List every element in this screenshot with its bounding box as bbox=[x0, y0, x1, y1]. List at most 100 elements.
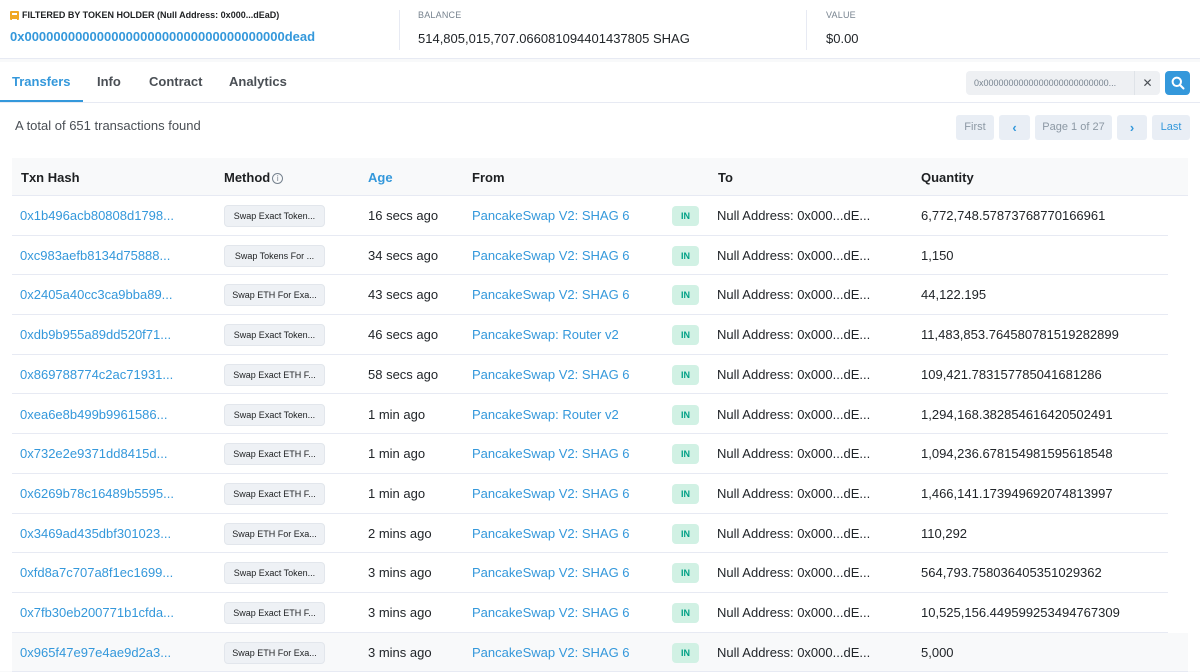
quantity-value: 109,421.783157785041681286 bbox=[921, 366, 1102, 382]
from-address-link[interactable]: PancakeSwap V2: SHAG 6 bbox=[472, 525, 630, 541]
txn-hash-link[interactable]: 0x3469ad435dbf301023... bbox=[20, 525, 172, 541]
column-header-age[interactable]: Age bbox=[368, 170, 393, 185]
quantity-value: 110,292 bbox=[921, 525, 968, 541]
direction-badge: IN bbox=[672, 642, 699, 663]
to-address[interactable]: Null Address: 0x000...dE... bbox=[717, 327, 871, 343]
to-address[interactable]: Null Address: 0x000...dE... bbox=[717, 406, 871, 422]
from-address-link[interactable]: PancakeSwap V2: SHAG 6 bbox=[472, 485, 630, 501]
direction-badge: IN bbox=[672, 206, 699, 226]
method-badge[interactable]: Swap Tokens For ... bbox=[224, 244, 325, 267]
txn-hash-link[interactable]: 0xdb9b955a89dd520f71... bbox=[20, 327, 172, 343]
from-address-link[interactable]: PancakeSwap: Router v2 bbox=[472, 327, 619, 343]
info-icon[interactable]: i bbox=[272, 173, 284, 184]
tab-transfers[interactable]: Transfers bbox=[12, 74, 71, 89]
age-value: 46 secs ago bbox=[368, 327, 439, 343]
quantity-value: 44,122.195 bbox=[921, 287, 987, 303]
from-address-link[interactable]: PancakeSwap: Router v2 bbox=[472, 406, 619, 422]
close-icon[interactable]: ✕ bbox=[1134, 71, 1160, 95]
address-filter: ✕ bbox=[966, 71, 1160, 95]
to-address[interactable]: Null Address: 0x000...dE... bbox=[717, 287, 871, 303]
search-icon bbox=[1171, 76, 1185, 90]
to-address[interactable]: Null Address: 0x000...dE... bbox=[717, 565, 871, 581]
from-address-link[interactable]: PancakeSwap V2: SHAG 6 bbox=[472, 287, 630, 303]
pagination-first[interactable]: First bbox=[956, 115, 994, 140]
method-badge[interactable]: Swap Exact ETH F... bbox=[224, 363, 325, 386]
method-badge[interactable]: Swap Exact Token... bbox=[224, 562, 325, 585]
tab-contract[interactable]: Contract bbox=[149, 74, 203, 89]
table-header: Txn Hash Method i Age From To Quantity bbox=[12, 158, 1188, 196]
table-row: 0x1b496acb80808d1798... Swap Exact Token.… bbox=[12, 196, 1168, 236]
txn-hash-link[interactable]: 0x1b496acb80808d1798... bbox=[20, 208, 174, 223]
age-value: 1 min ago bbox=[368, 446, 426, 462]
table-row: 0x2405a40cc3ca9bba89... Swap ETH For Exa.… bbox=[12, 275, 1168, 316]
to-address[interactable]: Null Address: 0x000...dE... bbox=[717, 525, 871, 541]
to-address[interactable]: Null Address: 0x000...dE... bbox=[717, 446, 871, 462]
address-search-input[interactable] bbox=[966, 71, 1134, 95]
direction-badge: IN bbox=[672, 364, 699, 385]
filter-column: FILTERED BY TOKEN HOLDER (Null Address: … bbox=[10, 10, 315, 44]
method-badge[interactable]: Swap Exact ETH F... bbox=[224, 443, 325, 466]
from-address-link[interactable]: PancakeSwap V2: SHAG 6 bbox=[472, 565, 630, 581]
direction-badge: IN bbox=[672, 523, 699, 544]
pagination-page-indicator: Page 1 of 27 bbox=[1035, 115, 1112, 140]
to-address[interactable]: Null Address: 0x000...dE... bbox=[717, 208, 871, 223]
quantity-value: 564,793.758036405351029362 bbox=[921, 565, 1102, 581]
search-button[interactable] bbox=[1165, 71, 1190, 95]
table-row: 0x6269b78c16489b5595... Swap Exact ETH F.… bbox=[12, 474, 1168, 514]
quantity-value: 1,466,141.173949692074813997 bbox=[921, 485, 1113, 501]
txn-hash-link[interactable]: 0x732e2e9371dd8415d... bbox=[20, 446, 168, 462]
to-address[interactable]: Null Address: 0x000...dE... bbox=[717, 366, 871, 382]
from-address-link[interactable]: PancakeSwap V2: SHAG 6 bbox=[472, 446, 630, 462]
from-address-link[interactable]: PancakeSwap V2: SHAG 6 bbox=[472, 247, 630, 263]
column-header-method-label: Method bbox=[224, 170, 271, 185]
txn-hash-link[interactable]: 0x869788774c2ac71931... bbox=[20, 366, 174, 382]
txn-hash-link[interactable]: 0x6269b78c16489b5595... bbox=[20, 485, 174, 501]
age-value: 16 secs ago bbox=[368, 208, 439, 223]
method-badge[interactable]: Swap ETH For Exa... bbox=[224, 284, 325, 307]
tab-bar: Transfers Info Contract Analytics ✕ bbox=[0, 62, 1200, 103]
value-amount: $0.00 bbox=[826, 31, 859, 46]
method-badge[interactable]: Swap ETH For Exa... bbox=[224, 522, 325, 545]
age-value: 3 mins ago bbox=[368, 605, 432, 620]
txn-hash-link[interactable]: 0xfd8a7c707a8f1ec1699... bbox=[20, 565, 174, 581]
from-address-link[interactable]: PancakeSwap V2: SHAG 6 bbox=[472, 644, 630, 660]
to-address[interactable]: Null Address: 0x000...dE... bbox=[717, 644, 871, 660]
method-badge[interactable]: Swap Exact ETH F... bbox=[224, 482, 325, 505]
to-address[interactable]: Null Address: 0x000...dE... bbox=[717, 485, 871, 501]
txn-hash-link[interactable]: 0xc983aefb8134d75888... bbox=[20, 247, 171, 263]
to-address[interactable]: Null Address: 0x000...dE... bbox=[717, 605, 871, 620]
table-row: 0xfd8a7c707a8f1ec1699... Swap Exact Token… bbox=[12, 553, 1168, 593]
age-value: 1 min ago bbox=[368, 406, 426, 422]
txn-hash-link[interactable]: 0x7fb30eb200771b1cfda... bbox=[20, 605, 174, 620]
age-value: 58 secs ago bbox=[368, 366, 439, 382]
pagination-last[interactable]: Last bbox=[1152, 115, 1190, 140]
from-address-link[interactable]: PancakeSwap V2: SHAG 6 bbox=[472, 366, 630, 382]
from-address-link[interactable]: PancakeSwap V2: SHAG 6 bbox=[472, 208, 630, 223]
txn-hash-link[interactable]: 0x2405a40cc3ca9bba89... bbox=[20, 287, 173, 303]
pagination-next[interactable]: › bbox=[1117, 115, 1147, 140]
txn-hash-link[interactable]: 0xea6e8b499b9961586... bbox=[20, 406, 168, 422]
method-badge[interactable]: Swap ETH For Exa... bbox=[224, 641, 325, 664]
from-address-link[interactable]: PancakeSwap V2: SHAG 6 bbox=[472, 605, 630, 620]
to-address[interactable]: Null Address: 0x000...dE... bbox=[717, 247, 871, 263]
method-badge[interactable]: Swap Exact Token... bbox=[224, 324, 325, 347]
txn-hash-link[interactable]: 0x965f47e97e4ae9d2a3... bbox=[20, 644, 172, 660]
method-badge[interactable]: Swap Exact Token... bbox=[224, 205, 325, 227]
method-badge[interactable]: Swap Exact ETH F... bbox=[224, 602, 325, 624]
table-row: 0x965f47e97e4ae9d2a3... Swap ETH For Exa.… bbox=[12, 632, 1188, 672]
age-value: 43 secs ago bbox=[368, 287, 439, 303]
pagination-prev[interactable]: ‹ bbox=[999, 115, 1030, 140]
method-badge[interactable]: Swap Exact Token... bbox=[224, 403, 325, 426]
direction-badge: IN bbox=[672, 444, 699, 465]
tab-info[interactable]: Info bbox=[97, 74, 121, 89]
table-row: 0x869788774c2ac71931... Swap Exact ETH F.… bbox=[12, 355, 1168, 395]
direction-badge: IN bbox=[672, 603, 699, 623]
value-column: VALUE $0.00 bbox=[826, 10, 859, 46]
tab-analytics[interactable]: Analytics bbox=[229, 74, 287, 89]
column-header-from: From bbox=[472, 170, 505, 185]
holder-address-link[interactable]: 0x000000000000000000000000000000000000de… bbox=[10, 29, 316, 44]
age-value: 3 mins ago bbox=[368, 644, 432, 660]
transfers-card: Transfers Info Contract Analytics ✕ A to… bbox=[0, 62, 1200, 672]
filter-label: FILTERED BY TOKEN HOLDER (Null Address: … bbox=[10, 10, 315, 20]
balance-column: BALANCE 514,805,015,707.0660810944014378… bbox=[418, 10, 690, 46]
